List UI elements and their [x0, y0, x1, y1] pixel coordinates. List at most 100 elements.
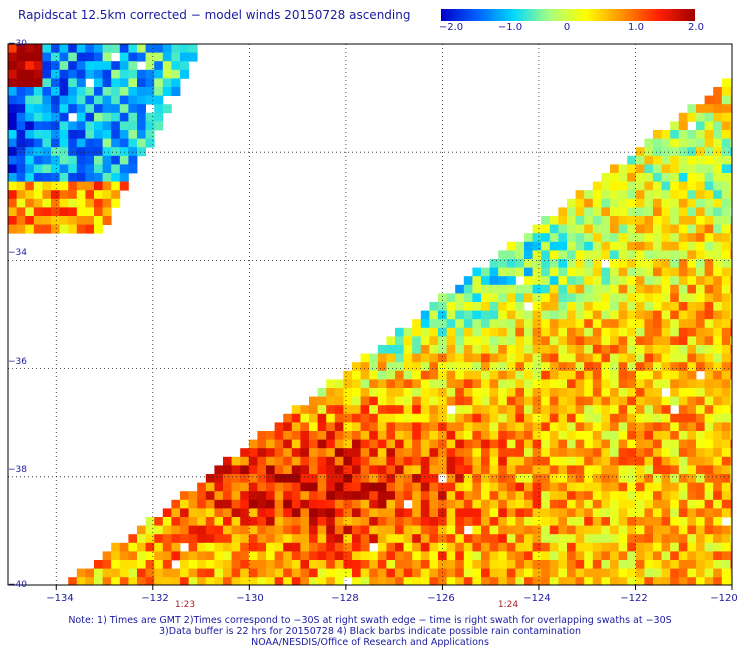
wind-cell [257, 534, 267, 544]
wind-cell [610, 293, 619, 303]
wind-cell [670, 259, 680, 268]
wind-cell [59, 121, 69, 131]
wind-cell [678, 474, 688, 483]
wind-cell [498, 508, 508, 518]
wind-cell [68, 181, 78, 191]
wind-cell [618, 525, 628, 535]
wind-cell [592, 482, 602, 492]
wind-cell [524, 465, 533, 475]
wind-cell [696, 181, 705, 191]
wind-cell [532, 517, 542, 526]
wind-cell [524, 517, 533, 526]
wind-cell [721, 207, 731, 217]
wind-cell [575, 276, 585, 286]
wind-cell [721, 78, 731, 88]
wind-cell [300, 482, 310, 492]
wind-cell [704, 276, 714, 286]
wind-cell [696, 431, 705, 440]
wind-cell [653, 233, 662, 243]
wind-cell [670, 190, 680, 200]
wind-cell [635, 456, 645, 466]
wind-cell [102, 164, 112, 174]
wind-cell [567, 302, 576, 311]
wind-cell [567, 379, 576, 389]
wind-cell [713, 121, 723, 131]
wind-cell [266, 551, 275, 561]
wind-cell [687, 293, 697, 303]
wind-cell [661, 284, 671, 294]
wind-cell [644, 568, 654, 578]
wind-cell [343, 405, 353, 415]
wind-cell [730, 379, 733, 389]
wind-cell [575, 207, 585, 217]
wind-cell [661, 379, 671, 389]
wind-cell [618, 345, 628, 354]
wind-cell [627, 405, 637, 415]
wind-cell [455, 422, 465, 432]
wind-cell [558, 508, 568, 518]
wind-cell [549, 216, 559, 225]
wind-cell [498, 353, 508, 363]
wind-cell [154, 517, 164, 526]
wind-cell [257, 560, 267, 569]
wind-cell [8, 104, 17, 114]
wind-cell [661, 250, 671, 260]
wind-cell [291, 431, 301, 440]
wind-cell [352, 508, 361, 518]
wind-cell [403, 379, 413, 389]
wind-cell [240, 456, 250, 466]
wind-cell [33, 164, 43, 174]
wind-cell [670, 482, 680, 492]
wind-cell [33, 216, 43, 225]
wind-cell [128, 551, 138, 561]
wind-cell [515, 474, 525, 483]
wind-cell [59, 104, 69, 114]
wind-cell [592, 542, 602, 552]
wind-cell [653, 276, 662, 286]
wind-cell [678, 241, 688, 251]
wind-cell [678, 267, 688, 277]
wind-cell [661, 173, 671, 182]
wind-cell [25, 181, 35, 191]
wind-cell [635, 302, 645, 311]
wind-cell [102, 181, 112, 191]
wind-cell [68, 577, 78, 586]
wind-cell [730, 456, 733, 466]
wind-cell [558, 250, 568, 260]
wind-cell [274, 508, 284, 518]
wind-cell [489, 413, 499, 423]
wind-cell [42, 164, 52, 174]
wind-cell [696, 413, 705, 423]
wind-cell [549, 422, 559, 432]
wind-cell [326, 413, 336, 423]
wind-cell [377, 568, 387, 578]
wind-cell [635, 181, 645, 191]
wind-cell [721, 327, 731, 337]
wind-cell [85, 112, 95, 122]
wind-cell [266, 439, 275, 449]
wind-cell [455, 439, 465, 449]
wind-cell [618, 224, 628, 234]
wind-cell [687, 482, 697, 492]
wind-cell [205, 517, 215, 526]
wind-cell [76, 138, 86, 148]
wind-cell [309, 405, 318, 415]
wind-cell [515, 362, 525, 372]
wind-cell [472, 302, 482, 311]
wind-cell [524, 327, 533, 337]
wind-cell [119, 568, 129, 578]
wind-cell [395, 474, 404, 483]
wind-cell [412, 353, 422, 363]
wind-cell [266, 560, 275, 569]
wind-cell [704, 164, 714, 174]
wind-cell [180, 61, 189, 71]
wind-cell [455, 353, 465, 363]
wind-cell [472, 388, 482, 397]
wind-cell [532, 224, 542, 234]
wind-cell [687, 499, 697, 509]
wind-cell [592, 474, 602, 483]
wind-cell [498, 362, 508, 372]
lon-tick-128: −128 [331, 593, 359, 604]
wind-cell [76, 577, 86, 586]
wind-cell [515, 560, 525, 569]
